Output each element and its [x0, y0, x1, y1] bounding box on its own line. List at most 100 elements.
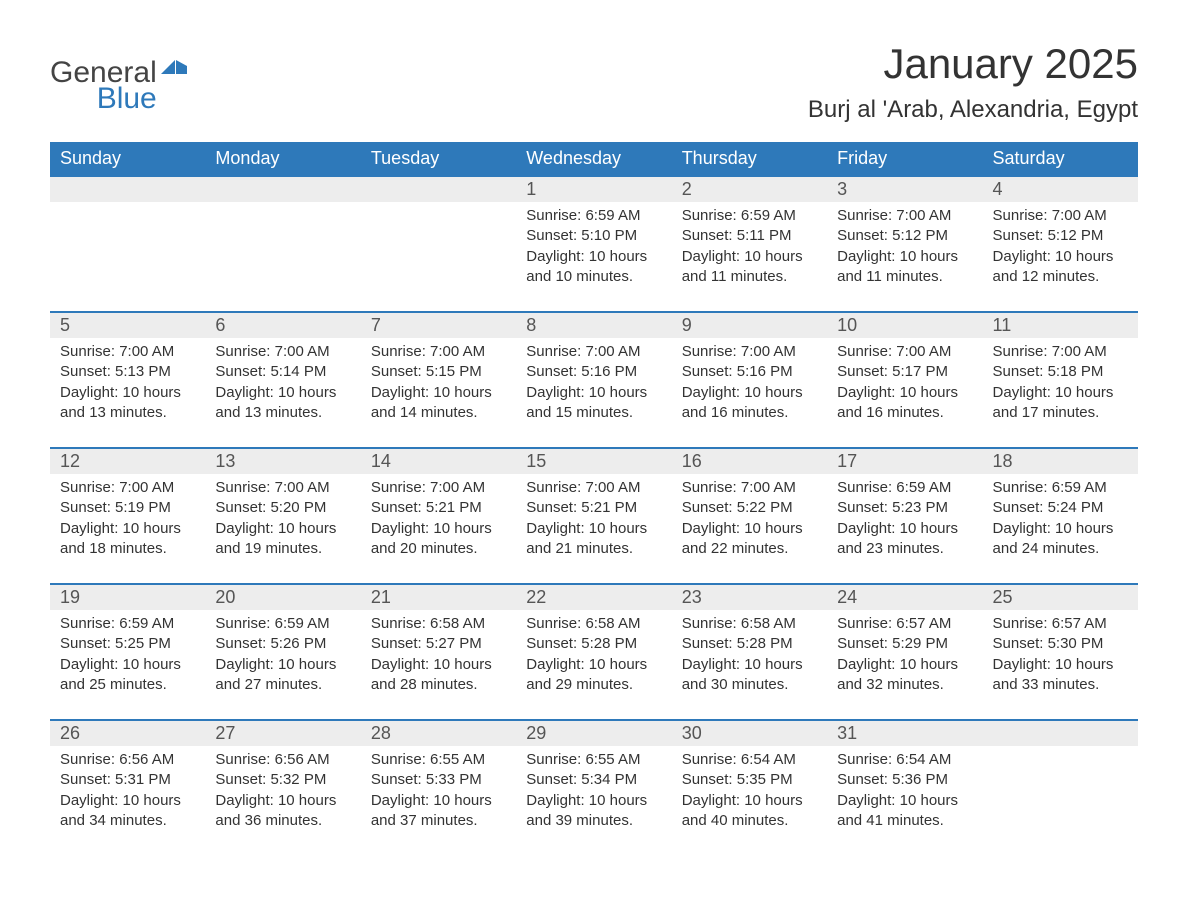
detail-line: Sunset: 5:17 PM: [837, 362, 972, 382]
detail-line: Sunrise: 7:00 AM: [526, 478, 661, 498]
weekday-header: Wednesday: [516, 142, 671, 176]
day-number: 19: [50, 584, 205, 610]
detail-line: Sunset: 5:12 PM: [837, 226, 972, 246]
day-details: Sunrise: 7:00 AMSunset: 5:21 PMDaylight:…: [361, 474, 516, 584]
day-details: Sunrise: 7:00 AMSunset: 5:13 PMDaylight:…: [50, 338, 205, 448]
detail-line: and 39 minutes.: [526, 811, 661, 831]
day-details: Sunrise: 7:00 AMSunset: 5:17 PMDaylight:…: [827, 338, 982, 448]
detail-line: Daylight: 10 hours: [60, 519, 195, 539]
day-number: 18: [983, 448, 1138, 474]
day-number: 11: [983, 312, 1138, 338]
day-details: Sunrise: 6:54 AMSunset: 5:36 PMDaylight:…: [827, 746, 982, 855]
day-number: 4: [983, 176, 1138, 202]
detail-line: Sunrise: 6:56 AM: [215, 750, 350, 770]
day-number: 14: [361, 448, 516, 474]
day-details: Sunrise: 7:00 AMSunset: 5:15 PMDaylight:…: [361, 338, 516, 448]
detail-line: and 36 minutes.: [215, 811, 350, 831]
detail-line: Daylight: 10 hours: [526, 655, 661, 675]
detail-line: Daylight: 10 hours: [215, 519, 350, 539]
detail-line: Sunset: 5:25 PM: [60, 634, 195, 654]
location-text: Burj al 'Arab, Alexandria, Egypt: [808, 96, 1138, 124]
day-number: [205, 176, 360, 202]
detail-line: and 11 minutes.: [837, 267, 972, 287]
day-number: [983, 720, 1138, 746]
day-number-row: 567891011: [50, 312, 1138, 338]
day-number: 21: [361, 584, 516, 610]
calendar-header: Sunday Monday Tuesday Wednesday Thursday…: [50, 142, 1138, 176]
detail-line: Daylight: 10 hours: [837, 247, 972, 267]
detail-line: Sunrise: 6:54 AM: [837, 750, 972, 770]
detail-line: and 37 minutes.: [371, 811, 506, 831]
detail-line: Daylight: 10 hours: [371, 655, 506, 675]
detail-line: Sunrise: 6:55 AM: [526, 750, 661, 770]
day-details: Sunrise: 7:00 AMSunset: 5:19 PMDaylight:…: [50, 474, 205, 584]
detail-line: Sunset: 5:33 PM: [371, 770, 506, 790]
weekday-header: Monday: [205, 142, 360, 176]
day-detail-row: Sunrise: 7:00 AMSunset: 5:19 PMDaylight:…: [50, 474, 1138, 584]
detail-line: Sunrise: 6:59 AM: [682, 206, 817, 226]
detail-line: Sunset: 5:31 PM: [60, 770, 195, 790]
detail-line: Daylight: 10 hours: [993, 383, 1128, 403]
detail-line: Sunrise: 6:59 AM: [526, 206, 661, 226]
detail-line: Daylight: 10 hours: [526, 519, 661, 539]
detail-line: and 24 minutes.: [993, 539, 1128, 559]
detail-line: Sunset: 5:16 PM: [526, 362, 661, 382]
detail-line: Sunrise: 6:59 AM: [837, 478, 972, 498]
detail-line: and 32 minutes.: [837, 675, 972, 695]
detail-line: Daylight: 10 hours: [682, 383, 817, 403]
day-details: Sunrise: 7:00 AMSunset: 5:18 PMDaylight:…: [983, 338, 1138, 448]
detail-line: Sunrise: 7:00 AM: [526, 342, 661, 362]
detail-line: Sunset: 5:30 PM: [993, 634, 1128, 654]
detail-line: Daylight: 10 hours: [215, 791, 350, 811]
detail-line: Sunrise: 6:55 AM: [371, 750, 506, 770]
title-block: January 2025 Burj al 'Arab, Alexandria, …: [808, 40, 1138, 124]
day-details: Sunrise: 7:00 AMSunset: 5:12 PMDaylight:…: [827, 202, 982, 312]
day-number: 25: [983, 584, 1138, 610]
detail-line: and 33 minutes.: [993, 675, 1128, 695]
day-number: 6: [205, 312, 360, 338]
detail-line: and 40 minutes.: [682, 811, 817, 831]
detail-line: Daylight: 10 hours: [215, 655, 350, 675]
detail-line: and 12 minutes.: [993, 267, 1128, 287]
detail-line: Sunset: 5:21 PM: [526, 498, 661, 518]
detail-line: and 21 minutes.: [526, 539, 661, 559]
detail-line: Sunset: 5:34 PM: [526, 770, 661, 790]
detail-line: Sunrise: 6:59 AM: [215, 614, 350, 634]
detail-line: and 17 minutes.: [993, 403, 1128, 423]
day-number-row: 12131415161718: [50, 448, 1138, 474]
day-number: 17: [827, 448, 982, 474]
weekday-header: Friday: [827, 142, 982, 176]
detail-line: Sunset: 5:12 PM: [993, 226, 1128, 246]
detail-line: Daylight: 10 hours: [371, 383, 506, 403]
detail-line: and 22 minutes.: [682, 539, 817, 559]
detail-line: Sunset: 5:15 PM: [371, 362, 506, 382]
day-details: Sunrise: 6:58 AMSunset: 5:27 PMDaylight:…: [361, 610, 516, 720]
day-details: Sunrise: 6:57 AMSunset: 5:29 PMDaylight:…: [827, 610, 982, 720]
detail-line: Daylight: 10 hours: [682, 519, 817, 539]
day-details: Sunrise: 6:59 AMSunset: 5:11 PMDaylight:…: [672, 202, 827, 312]
detail-line: Sunrise: 6:56 AM: [60, 750, 195, 770]
calendar-page: General Blue January 2025 Burj al 'Arab,…: [0, 0, 1188, 905]
detail-line: Daylight: 10 hours: [837, 383, 972, 403]
day-number: 28: [361, 720, 516, 746]
day-number: 15: [516, 448, 671, 474]
detail-line: and 34 minutes.: [60, 811, 195, 831]
detail-line: Sunset: 5:20 PM: [215, 498, 350, 518]
month-title: January 2025: [808, 40, 1138, 88]
day-details: Sunrise: 7:00 AMSunset: 5:20 PMDaylight:…: [205, 474, 360, 584]
day-number: 7: [361, 312, 516, 338]
detail-line: Sunrise: 7:00 AM: [993, 206, 1128, 226]
detail-line: and 27 minutes.: [215, 675, 350, 695]
weekday-header: Thursday: [672, 142, 827, 176]
detail-line: Sunset: 5:26 PM: [215, 634, 350, 654]
detail-line: and 20 minutes.: [371, 539, 506, 559]
day-number: 13: [205, 448, 360, 474]
detail-line: Daylight: 10 hours: [837, 519, 972, 539]
detail-line: Sunset: 5:23 PM: [837, 498, 972, 518]
day-details: Sunrise: 6:54 AMSunset: 5:35 PMDaylight:…: [672, 746, 827, 855]
detail-line: Sunrise: 7:00 AM: [60, 478, 195, 498]
day-details: Sunrise: 7:00 AMSunset: 5:22 PMDaylight:…: [672, 474, 827, 584]
day-number: 12: [50, 448, 205, 474]
day-number: 1: [516, 176, 671, 202]
day-number: 29: [516, 720, 671, 746]
